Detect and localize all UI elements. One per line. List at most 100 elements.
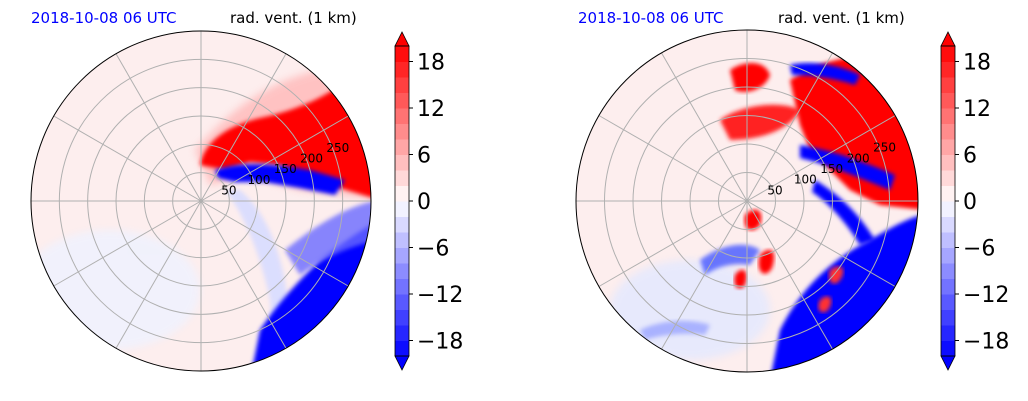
colorbar-level (941, 154, 955, 171)
colorbar-extend-max (940, 31, 956, 47)
colorbar-level (941, 263, 955, 279)
colorbar-level (941, 232, 955, 248)
colorbar-tick-label: 0 (417, 190, 431, 215)
radial-gridline (115, 53, 202, 202)
colorbar-level (395, 340, 409, 357)
colorbar-level (941, 46, 955, 62)
colorbar-level (941, 216, 955, 233)
colorbar-tick-label: −12 (963, 283, 1009, 308)
colorbar-level (395, 61, 409, 78)
colorbar-tick-label: −12 (417, 283, 463, 308)
negative-transition (285, 200, 371, 275)
colorbar-level (395, 216, 409, 233)
range-ring-label: 150 (820, 162, 843, 176)
colorbar-level (941, 108, 955, 124)
colorbar-tick-label: 12 (963, 97, 991, 122)
colorbar-level (941, 170, 955, 186)
radial-gridline (200, 200, 287, 349)
panel-left-title-time: 2018-10-08 06 UTC (31, 9, 177, 27)
positive-blob-north (730, 63, 770, 92)
negative-streak-north (790, 63, 860, 85)
colorbar-level (395, 247, 409, 264)
positive-blob-west (720, 104, 800, 140)
colorbar-level (941, 294, 955, 310)
colorbar-extend-min (940, 355, 956, 371)
colorbar-level (941, 201, 955, 217)
weak-negative-area (31, 230, 200, 350)
range-ring-label: 250 (873, 141, 896, 155)
panel-right-colorbar: 18 12 6 0 −6 −12 −18 (940, 31, 1009, 371)
positive-cell-3 (734, 269, 747, 289)
colorbar-extend-max (394, 31, 410, 47)
panel-left-colorbar: 18 12 6 0 −6 −12 −18 (394, 31, 463, 371)
colorbar-level (395, 139, 409, 155)
colorbar-level (395, 232, 409, 248)
colorbar-extend-min (394, 355, 410, 371)
colorbar-tick-label: −18 (963, 330, 1009, 355)
radial-gridline (746, 115, 896, 202)
colorbar-level (941, 77, 955, 93)
colorbar-level (941, 278, 955, 295)
colorbar-level (395, 185, 409, 202)
colorbar-tick-label: 12 (417, 97, 445, 122)
colorbar-level (941, 340, 955, 357)
colorbar-level (941, 185, 955, 202)
radial-gridline (53, 200, 202, 287)
panel-right-polar-field (576, 30, 918, 372)
radial-gridline (200, 200, 349, 287)
range-ring-label: 200 (847, 151, 870, 165)
colorbar-level (395, 170, 409, 186)
panel-right-title-time: 2018-10-08 06 UTC (578, 9, 724, 27)
radial-gridline (115, 200, 202, 349)
panel-left-polar-field (31, 31, 371, 371)
radial-gridline (746, 200, 833, 350)
panel-right-frame (575, 29, 919, 373)
colorbar-level (395, 294, 409, 310)
colorbar-level (395, 123, 409, 140)
colorbar-tick-label: 6 (417, 144, 431, 169)
radial-gridline (661, 200, 748, 350)
panel-left-grid (31, 31, 371, 371)
colorbar-level (395, 46, 409, 62)
negative-streak-southwest (700, 244, 760, 275)
colorbar-level (395, 309, 409, 326)
panel-left-title-variable: rad. vent. (1 km) (230, 9, 357, 27)
positive-cell-4 (828, 266, 844, 284)
negative-streak-south (640, 320, 710, 340)
range-ring-label: 200 (300, 152, 323, 166)
colorbar-level (395, 77, 409, 93)
positive-cell-5 (818, 296, 832, 313)
colorbar-tick-label: 18 (963, 51, 991, 76)
colorbar-tick-label: −6 (963, 237, 995, 262)
colorbar-level (941, 123, 955, 140)
colorbar-level (941, 92, 955, 109)
radial-gridline (200, 115, 349, 202)
range-ring-label: 150 (274, 162, 297, 176)
colorbar-level (941, 247, 955, 264)
range-ring-label: 100 (794, 173, 817, 187)
panel-left-frame (30, 30, 372, 372)
range-ring-label: 50 (221, 183, 236, 197)
panel-right-title-variable: rad. vent. (1 km) (778, 9, 905, 27)
panel-left: 2018-10-08 06 UTC rad. vent. (1 km) 50 10… (30, 9, 463, 372)
colorbar-tick-label: −18 (417, 330, 463, 355)
range-ring-label: 100 (248, 173, 271, 187)
radial-gridline (53, 115, 202, 202)
radial-gridline (598, 200, 748, 287)
colorbar-level (395, 108, 409, 124)
colorbar-level (395, 325, 409, 341)
colorbar-level (941, 139, 955, 155)
background-field (31, 31, 371, 371)
range-ring-label: 50 (767, 183, 782, 197)
radial-gridline (598, 115, 748, 202)
colorbar-level (395, 201, 409, 217)
radial-gridline (746, 52, 833, 202)
radial-gridline (661, 52, 748, 202)
panel-right: 2018-10-08 06 UTC rad. vent. (1 km) (575, 9, 1009, 373)
colorbar-level (395, 263, 409, 279)
negative-streak-east (812, 180, 875, 245)
colorbar-level (395, 92, 409, 109)
colorbar-tick-label: 18 (417, 51, 445, 76)
